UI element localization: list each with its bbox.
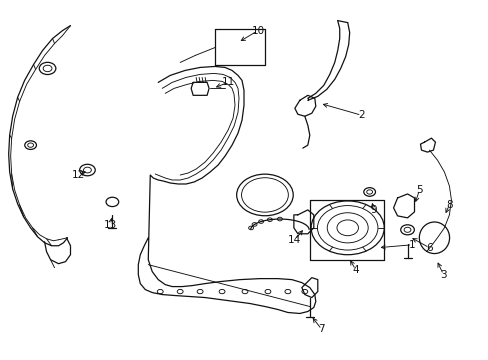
Text: 2: 2 [358, 110, 364, 120]
Text: 3: 3 [439, 270, 446, 280]
Text: 10: 10 [251, 26, 264, 36]
Text: 11: 11 [221, 77, 234, 87]
Text: 1: 1 [408, 240, 415, 250]
Text: 7: 7 [318, 324, 325, 334]
Text: 8: 8 [445, 200, 452, 210]
Text: 6: 6 [425, 243, 432, 253]
Text: 4: 4 [352, 265, 358, 275]
Text: 5: 5 [415, 185, 422, 195]
Text: 14: 14 [287, 235, 301, 245]
Text: 13: 13 [103, 220, 117, 230]
Text: 12: 12 [72, 170, 85, 180]
Text: 9: 9 [369, 205, 376, 215]
